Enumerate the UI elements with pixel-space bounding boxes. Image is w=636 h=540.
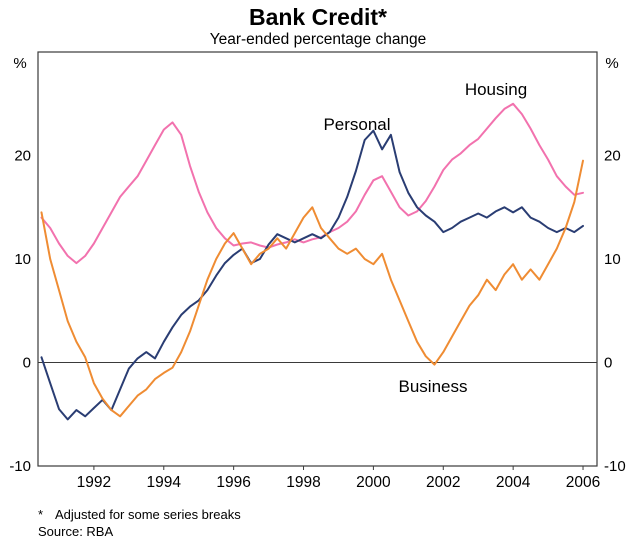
x-tick-label: 1994 bbox=[147, 474, 182, 491]
x-tick-label: 1998 bbox=[286, 474, 320, 491]
chart-subtitle: Year-ended percentage change bbox=[209, 31, 427, 48]
footnote-marker: * bbox=[38, 507, 44, 522]
y-tick-label-right: -10 bbox=[604, 458, 626, 475]
y-unit-left: % bbox=[13, 55, 26, 72]
x-tick-label: 2000 bbox=[356, 474, 391, 491]
x-tick-label: 1996 bbox=[216, 474, 250, 491]
housing-line bbox=[40, 102, 584, 265]
y-tick-label-left: 20 bbox=[14, 148, 31, 165]
y-tick-label-left: 10 bbox=[14, 251, 31, 268]
personal-series-label: Personal bbox=[323, 115, 390, 134]
y-tick-label-left: 0 bbox=[23, 355, 31, 372]
y-tick-label-right: 20 bbox=[604, 148, 621, 165]
business-series-label: Business bbox=[399, 377, 468, 396]
housing-series-label: Housing bbox=[465, 80, 527, 99]
personal-line bbox=[40, 129, 584, 421]
y-tick-label-right: 10 bbox=[604, 251, 621, 268]
business-line bbox=[40, 159, 584, 418]
x-tick-label: 2006 bbox=[566, 474, 600, 491]
footnote: * Adjusted for some series breaks bbox=[38, 507, 241, 522]
y-tick-label-left: -10 bbox=[9, 458, 31, 475]
y-unit-right: % bbox=[605, 55, 618, 72]
source-note: Source: RBA bbox=[38, 524, 114, 539]
plot-border bbox=[37, 51, 598, 467]
chart-title: Bank Credit* bbox=[248, 4, 388, 30]
x-tick-label: 1992 bbox=[77, 474, 111, 491]
x-tick-label: 2002 bbox=[426, 474, 460, 491]
y-tick-label-right: 0 bbox=[604, 355, 612, 372]
footnote-text: Adjusted for some series breaks bbox=[55, 507, 241, 522]
x-tick-label: 2004 bbox=[496, 474, 531, 491]
